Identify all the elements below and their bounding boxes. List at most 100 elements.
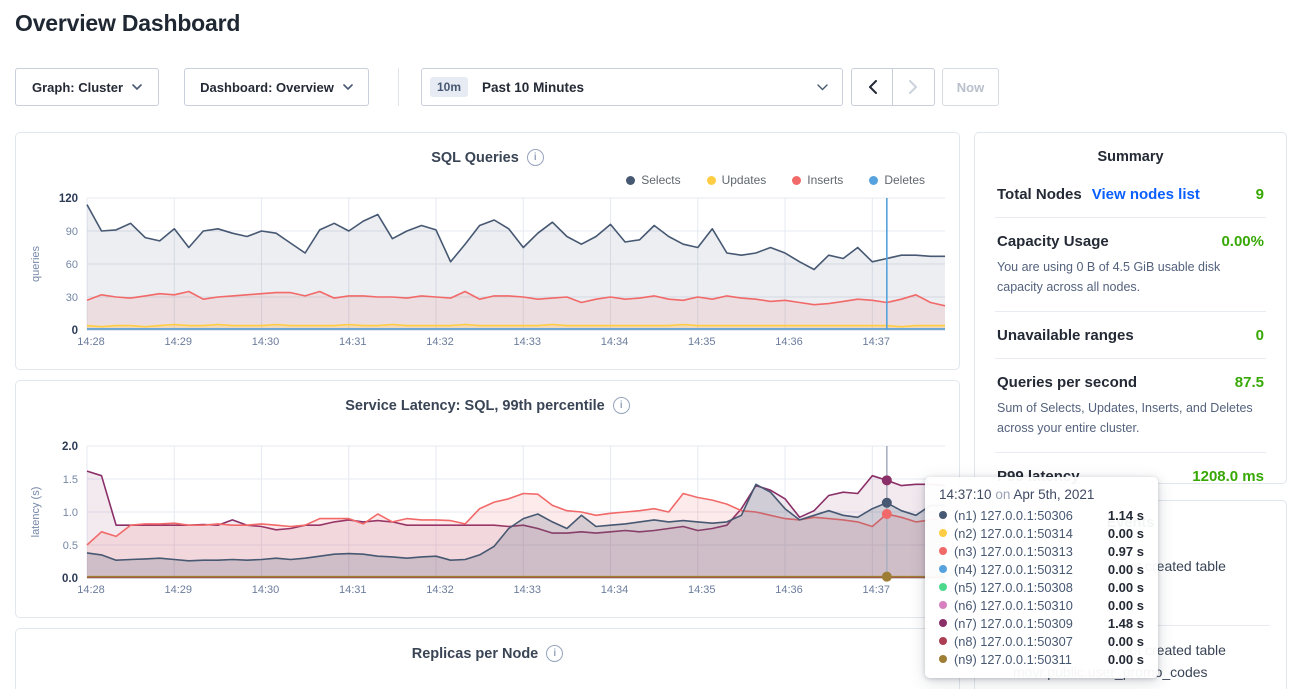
sql-queries-title-row: SQL Queries i	[16, 149, 959, 166]
time-range-picker[interactable]: 10m Past 10 Minutes	[421, 68, 843, 106]
legend-dot-icon	[792, 175, 802, 185]
summary-row-value: 9	[1255, 186, 1264, 203]
chart-hover-tooltip: 14:37:10 on Apr 5th, 2021 (n1) 127.0.0.1…	[925, 477, 1158, 678]
svg-text:14:33: 14:33	[513, 336, 541, 348]
chevron-right-icon	[909, 80, 917, 94]
node-color-dot-icon	[939, 637, 947, 645]
summary-row-value: 87.5	[1234, 374, 1264, 391]
svg-text:30: 30	[65, 292, 77, 304]
summary-card: Summary Total Nodes View nodes list 9 Capac…	[974, 132, 1287, 485]
time-step-buttons	[851, 68, 935, 106]
service-latency-chart[interactable]: 14:28 14:29 14:30 14:31 14:32 14:33 14:34 14:35…	[23, 440, 953, 598]
tooltip-node-label: (n6) 127.0.0.1:50310	[954, 597, 1073, 613]
node-color-dot-icon	[939, 601, 947, 609]
svg-text:14:33: 14:33	[513, 584, 541, 596]
tooltip-node-label: (n9) 127.0.0.1:50311	[954, 651, 1072, 667]
chevron-down-icon	[343, 84, 353, 90]
legend-label: Selects	[641, 173, 681, 187]
graph-dropdown[interactable]: Graph: Cluster	[15, 68, 159, 106]
legend-label: Inserts	[807, 173, 844, 187]
tooltip-node-row: (n9) 127.0.0.1:50311 0.00 s	[939, 650, 1144, 668]
node-color-dot-icon	[939, 529, 947, 537]
tooltip-node-label: (n4) 127.0.0.1:50312	[954, 561, 1073, 577]
tooltip-node-value: 0.00 s	[1107, 597, 1144, 613]
summary-row: Queries per second 87.5 Sum of Selects, Up…	[995, 358, 1266, 452]
svg-text:1.5: 1.5	[62, 474, 77, 486]
tooltip-node-value: 1.48 s	[1107, 615, 1144, 631]
summary-row-value: 0	[1255, 327, 1264, 344]
summary-title: Summary	[1097, 149, 1164, 165]
legend-label: Deletes	[884, 173, 925, 187]
legend-dot-icon	[626, 175, 636, 185]
node-color-dot-icon	[939, 547, 947, 555]
sql-queries-card: SQL Queries i Selects Updates Inserts Delet…	[15, 132, 960, 370]
svg-text:14:32: 14:32	[426, 336, 454, 348]
summary-row-value: 1208.0 ms	[1192, 468, 1264, 485]
summary-row-label: Capacity Usage	[997, 233, 1109, 250]
tooltip-node-label: (n8) 127.0.0.1:50307	[954, 633, 1073, 649]
svg-text:14:29: 14:29	[164, 584, 192, 596]
svg-text:14:28: 14:28	[77, 584, 105, 596]
tooltip-node-row: (n8) 127.0.0.1:50307 0.00 s	[939, 632, 1144, 650]
svg-text:0.0: 0.0	[62, 573, 78, 585]
legend-label: Updates	[721, 173, 767, 187]
info-icon[interactable]: i	[526, 149, 544, 166]
tooltip-node-label: (n5) 127.0.0.1:50308	[954, 579, 1073, 595]
tooltip-node-row: (n1) 127.0.0.1:50306 1.14 s	[939, 506, 1144, 524]
legend-item-selects[interactable]: Selects	[626, 172, 681, 188]
svg-text:14:29: 14:29	[164, 336, 192, 348]
time-step-forward-button[interactable]	[893, 68, 935, 106]
now-button[interactable]: Now	[942, 68, 999, 106]
svg-text:0.5: 0.5	[62, 540, 77, 552]
svg-text:14:30: 14:30	[251, 336, 279, 348]
tooltip-node-label: (n2) 127.0.0.1:50314	[954, 525, 1073, 541]
charts-column: SQL Queries i Selects Updates Inserts Delet…	[15, 132, 960, 689]
tooltip-node-row: (n6) 127.0.0.1:50310 0.00 s	[939, 596, 1144, 614]
tooltip-node-row: (n4) 127.0.0.1:50312 0.00 s	[939, 560, 1144, 578]
summary-rows: Total Nodes View nodes list 9 Capacity Usag…	[995, 171, 1266, 499]
sql-queries-legend: Selects Updates Inserts Deletes	[16, 172, 925, 188]
tooltip-node-value: 0.00 s	[1107, 579, 1144, 595]
legend-item-deletes[interactable]: Deletes	[869, 172, 925, 188]
summary-row-description: Sum of Selects, Updates, Inserts, and De…	[997, 401, 1253, 435]
dashboard-dropdown[interactable]: Dashboard: Overview	[184, 68, 369, 106]
tooltip-on: on	[995, 487, 1011, 502]
dashboard-dropdown-label: Dashboard: Overview	[200, 79, 334, 95]
tooltip-node-row: (n7) 127.0.0.1:50309 1.48 s	[939, 614, 1144, 632]
svg-text:14:36: 14:36	[775, 336, 803, 348]
sql-queries-chart[interactable]: 14:28 14:29 14:30 14:31 14:32 14:33 14:34 14:35…	[23, 192, 953, 350]
time-range-badge: 10m	[430, 77, 469, 97]
tooltip-time: 14:37:10	[939, 487, 992, 502]
chevron-down-icon	[817, 83, 828, 90]
summary-row-description: You are using 0 B of 4.5 GiB usable disk…	[997, 260, 1221, 294]
svg-text:14:31: 14:31	[338, 584, 366, 596]
node-color-dot-icon	[939, 655, 947, 663]
svg-text:14:35: 14:35	[688, 336, 716, 348]
chevron-left-icon	[868, 80, 877, 94]
svg-text:0: 0	[71, 325, 77, 337]
info-icon[interactable]: i	[612, 397, 630, 414]
tooltip-rows: (n1) 127.0.0.1:50306 1.14 s (n2) 127.0.0.1…	[939, 506, 1144, 668]
tooltip-node-value: 0.00 s	[1107, 561, 1144, 577]
time-step-back-button[interactable]	[851, 68, 893, 106]
legend-item-inserts[interactable]: Inserts	[792, 172, 843, 188]
legend-item-updates[interactable]: Updates	[706, 172, 767, 188]
tooltip-node-label: (n1) 127.0.0.1:50306	[954, 507, 1073, 523]
node-color-dot-icon	[939, 619, 947, 627]
view-nodes-list-link[interactable]: View nodes list	[1091, 186, 1200, 203]
summary-row: Unavailable ranges 0	[995, 311, 1266, 358]
svg-text:14:35: 14:35	[688, 584, 716, 596]
tooltip-node-row: (n3) 127.0.0.1:50313 0.97 s	[939, 542, 1144, 560]
svg-text:latency (s): latency (s)	[30, 487, 42, 538]
svg-text:14:37: 14:37	[862, 336, 890, 348]
svg-text:14:32: 14:32	[426, 584, 454, 596]
sql-queries-title: SQL Queries	[431, 149, 519, 166]
summary-row-label: Unavailable ranges	[997, 327, 1134, 344]
tooltip-node-value: 0.00 s	[1107, 525, 1144, 541]
svg-text:90: 90	[65, 226, 77, 238]
summary-row: Capacity Usage 0.00% You are using 0 B of …	[995, 217, 1266, 311]
info-icon[interactable]: i	[546, 645, 564, 662]
graph-dropdown-label: Graph: Cluster	[31, 79, 123, 95]
tooltip-node-row: (n2) 127.0.0.1:50314 0.00 s	[939, 524, 1144, 542]
tooltip-node-row: (n5) 127.0.0.1:50308 0.00 s	[939, 578, 1144, 596]
